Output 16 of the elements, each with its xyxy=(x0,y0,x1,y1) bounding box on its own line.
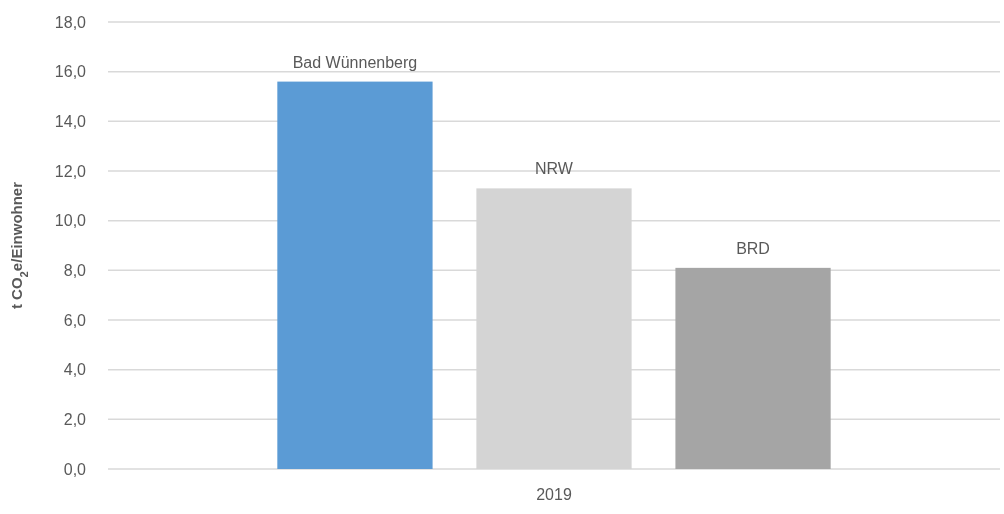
y-tick-label: 2,0 xyxy=(63,410,87,428)
y-tick-label: 6,0 xyxy=(63,311,87,329)
y-tick-label: 8,0 xyxy=(63,261,87,279)
series-label: BRD xyxy=(736,239,770,257)
y-tick-label: 4,0 xyxy=(63,361,87,379)
bar xyxy=(675,267,831,469)
y-tick-label: 10,0 xyxy=(54,212,87,230)
y-tick-label: 16,0 xyxy=(54,63,87,81)
y-tick-label: 14,0 xyxy=(54,112,87,130)
series-label: NRW xyxy=(535,160,574,178)
series-label: Bad Wünnenberg xyxy=(292,53,418,71)
y-tick-label: 18,0 xyxy=(54,13,87,31)
x-tick-label: 2019 xyxy=(536,486,572,503)
y-tick-label: 0,0 xyxy=(63,460,87,478)
y-tick-label: 12,0 xyxy=(54,162,87,180)
bar xyxy=(277,81,433,469)
